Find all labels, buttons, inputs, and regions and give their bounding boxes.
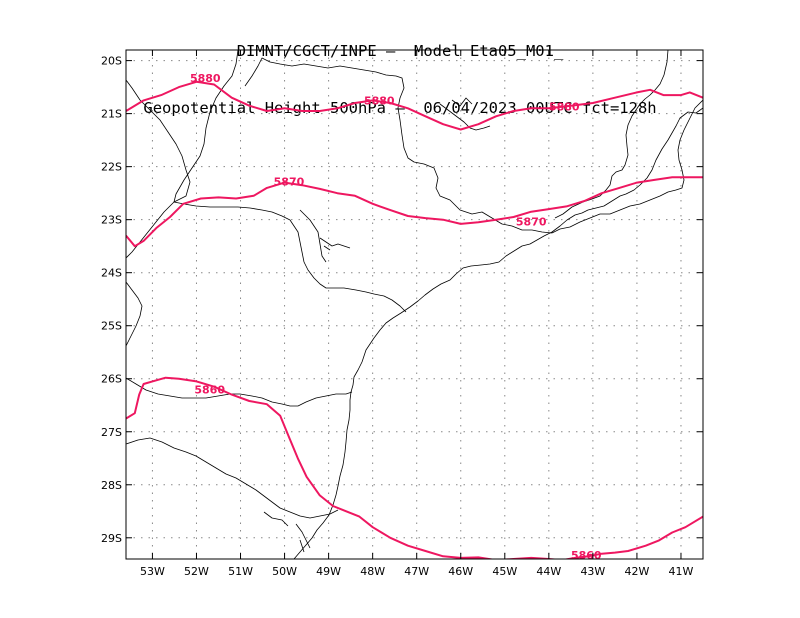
reservoir-furnas	[439, 97, 491, 131]
title-line-1: DIMNT/CGCT/INPE – Model Eta05_M01_	[236, 42, 564, 60]
y-tick-label: 22S	[101, 161, 122, 174]
lagoon-patos	[295, 523, 311, 553]
longitude-axis: 53W 52W 51W 50W 49W 48W 47W 46W 45W 44W 43W 42W 41W	[140, 50, 694, 578]
state-border-ms-go	[126, 79, 191, 259]
y-tick-label: 20S	[101, 55, 122, 68]
contour-label-5870: 5870	[516, 215, 547, 228]
latitude-axis: 20S 21S 22S 23S 24S 25S 26S 27S 28S 29S	[101, 55, 703, 545]
contour-label-5870: 5870	[274, 175, 305, 188]
y-tick-label: 26S	[101, 373, 122, 386]
contour-5870	[126, 176, 703, 248]
contour-label-5880: 5880	[364, 94, 395, 107]
coastline	[293, 107, 703, 559]
state-border-pr-sc	[126, 377, 353, 407]
contour-layer	[126, 80, 703, 559]
y-tick-label: 23S	[101, 214, 122, 227]
gridlines	[126, 50, 703, 559]
contour-5880	[126, 80, 703, 131]
map-frame	[125, 49, 704, 560]
y-tick-label: 27S	[101, 426, 122, 439]
river-tiete	[299, 209, 327, 263]
y-tick-label: 25S	[101, 320, 122, 333]
contour-label-5880: 5880	[190, 72, 221, 85]
x-tick-label: 48W	[360, 565, 385, 578]
x-tick-label: 50W	[272, 565, 297, 578]
lagoon-south	[263, 511, 289, 527]
state-border-mg-rj	[551, 189, 677, 234]
y-tick-label: 24S	[101, 267, 122, 280]
x-tick-label: 42W	[624, 565, 649, 578]
contour-label-5880: 5880	[549, 101, 580, 114]
state-border-sp-pr	[173, 50, 407, 313]
x-tick-label: 43W	[580, 565, 605, 578]
y-tick-label: 21S	[101, 108, 122, 121]
state-border-mg-ba	[554, 50, 669, 219]
x-tick-label: 44W	[536, 565, 561, 578]
contour-label-5860: 5860	[571, 549, 602, 562]
state-border-mg-sp	[244, 57, 553, 234]
y-tick-label: 29S	[101, 532, 122, 545]
state-border-sc-rs	[126, 437, 339, 519]
x-tick-label: 51W	[228, 565, 253, 578]
coastline-layer	[126, 50, 703, 559]
contour-label-5860: 5860	[194, 383, 225, 396]
x-tick-label: 49W	[316, 565, 341, 578]
x-tick-label: 45W	[492, 565, 517, 578]
country-border-west	[126, 281, 143, 347]
x-tick-label: 41W	[669, 565, 694, 578]
x-tick-label: 47W	[404, 565, 429, 578]
contour-5860	[126, 376, 703, 559]
reservoir-sp	[319, 237, 351, 251]
state-border-mg-es	[675, 99, 703, 191]
y-tick-label: 28S	[101, 479, 122, 492]
x-tick-label: 52W	[184, 565, 209, 578]
x-tick-label: 53W	[140, 565, 165, 578]
x-tick-label: 46W	[448, 565, 473, 578]
contour-labels: 5880 5880 5880 5870 5870 5860 5860	[190, 72, 602, 562]
